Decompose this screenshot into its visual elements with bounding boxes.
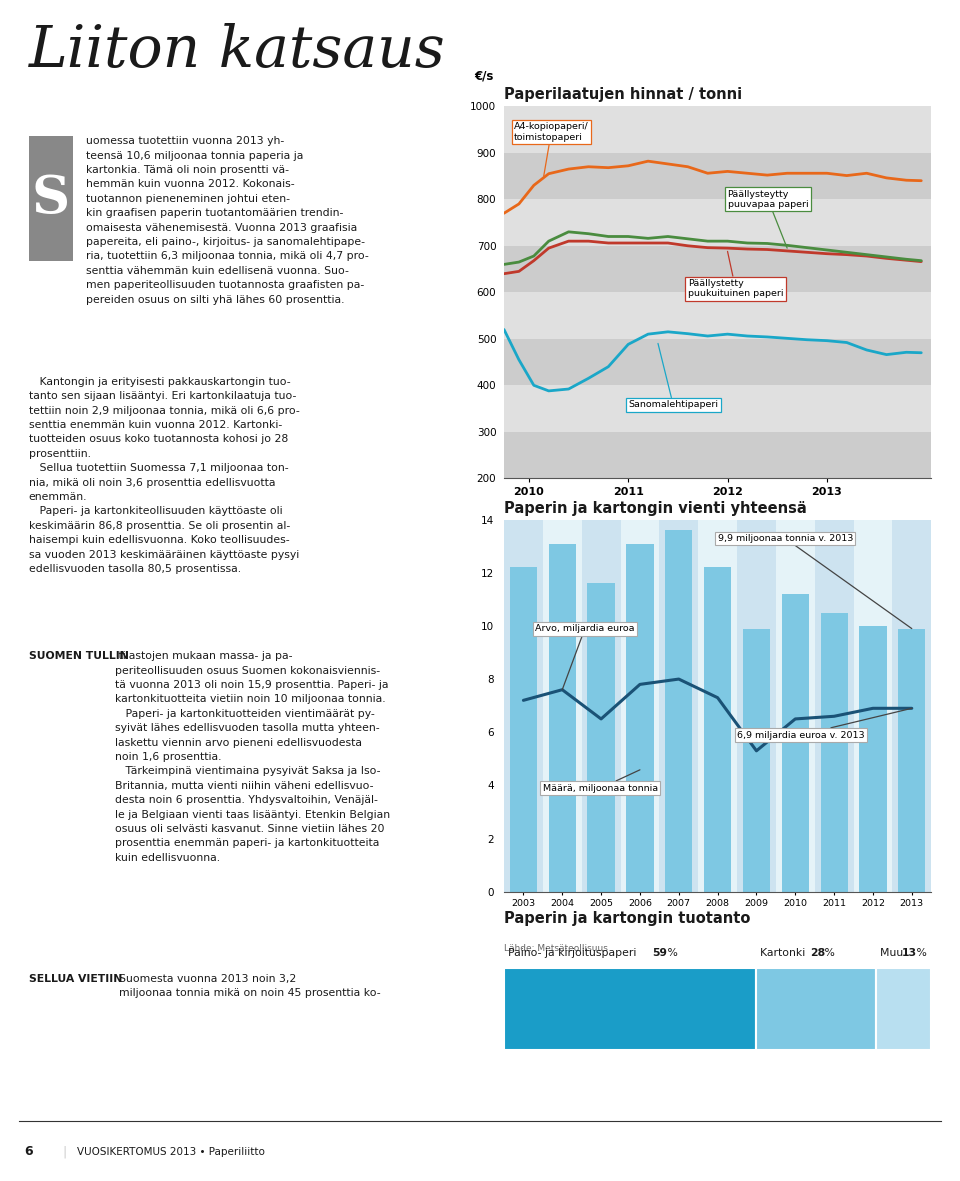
Text: A4-kopiopaperi/
toimistopaperi: A4-kopiopaperi/ toimistopaperi [514,122,588,176]
Bar [853,520,893,892]
Bar [893,520,931,892]
FancyBboxPatch shape [876,968,931,1050]
Text: Muu: Muu [880,948,906,958]
Text: 6,9 miljardia euroa v. 2013: 6,9 miljardia euroa v. 2013 [737,709,912,739]
Bar [781,594,809,892]
Text: uomessa tuotettiin vuonna 2013 yh-
teensä 10,6 miljoonaa tonnia paperia ja
karto: uomessa tuotettiin vuonna 2013 yh- teens… [86,136,369,305]
Text: 9,9 miljoonaa tonnia v. 2013: 9,9 miljoonaa tonnia v. 2013 [717,534,912,628]
Bar [504,246,931,293]
Bar [704,568,732,892]
Text: %: % [663,948,678,958]
Bar [504,152,931,200]
Text: tilastojen mukaan massa- ja pa-
periteollisuuden osuus Suomen kokonaisviennis-
t: tilastojen mukaan massa- ja pa- periteol… [115,651,390,863]
Bar [665,530,692,892]
Bar [504,339,931,385]
Text: Suomesta vuonna 2013 noin 3,2
miljoonaa tonnia mikä on noin 45 prosenttia ko-: Suomesta vuonna 2013 noin 3,2 miljoonaa … [119,973,381,998]
Text: Paperin ja kartongin vienti yhteensä: Paperin ja kartongin vienti yhteensä [504,501,806,516]
Text: Lähde: Metsäteollisuus: Lähde: Metsäteollisuus [504,944,608,953]
Bar [542,520,582,892]
Bar [776,520,815,892]
Text: Kantongin ja erityisesti pakkauskartongin tuo-
tanto sen sijaan lisääntyi. Eri k: Kantongin ja erityisesti pakkauskartongi… [29,377,300,574]
Bar [698,520,737,892]
Text: Paperilaatujen hinnat / tonni: Paperilaatujen hinnat / tonni [504,87,742,103]
Bar [737,520,776,892]
Bar [504,293,931,339]
FancyBboxPatch shape [504,968,756,1050]
Text: %: % [822,948,835,958]
Bar [504,432,931,478]
Bar [510,568,537,892]
Text: S: S [32,174,70,224]
Bar [549,543,576,892]
Bar [588,583,614,892]
Text: 59: 59 [653,948,667,958]
Bar [504,385,931,432]
Text: Päällystetty
puukuituinen paperi: Päällystetty puukuituinen paperi [687,252,783,299]
Text: Määrä, miljoonaa tonnia: Määrä, miljoonaa tonnia [542,770,658,792]
FancyBboxPatch shape [756,968,876,1050]
Text: 13: 13 [902,948,917,958]
Bar [859,626,886,892]
Text: Arvo, miljardia euroa: Arvo, miljardia euroa [535,625,635,690]
Bar [660,520,698,892]
Text: SUOMEN TULLIN: SUOMEN TULLIN [29,651,129,661]
Bar [899,628,925,892]
FancyBboxPatch shape [29,136,73,261]
Bar [743,628,770,892]
Bar [815,520,853,892]
Text: 6: 6 [24,1146,33,1159]
Text: Liiton katsaus: Liiton katsaus [29,22,445,79]
Text: Paino- ja kirjoituspaperi: Paino- ja kirjoituspaperi [508,948,640,958]
Text: Päällysteytty
puuvapaa paperi: Päällysteytty puuvapaa paperi [728,190,808,248]
Text: €/s: €/s [474,70,493,83]
Text: SELLUA VIETIIN: SELLUA VIETIIN [29,973,122,984]
Bar [821,613,848,892]
Bar [504,520,542,892]
Text: 28: 28 [810,948,826,958]
Bar [582,520,620,892]
Bar [504,106,931,152]
Text: VUOSIKERTOMUS 2013 • Paperiliitto: VUOSIKERTOMUS 2013 • Paperiliitto [77,1147,265,1156]
Text: %: % [913,948,927,958]
Bar [504,200,931,246]
Text: Sanomalehtipaperi: Sanomalehtipaperi [628,344,718,410]
Text: Lähde: FOEX: www.foex.fi: Lähde: FOEX: www.foex.fi [504,527,619,536]
Text: Kartonki: Kartonki [760,948,809,958]
Text: |: | [62,1146,66,1159]
Bar [620,520,660,892]
Bar [626,543,654,892]
Text: Paperin ja kartongin tuotanto: Paperin ja kartongin tuotanto [504,912,751,926]
